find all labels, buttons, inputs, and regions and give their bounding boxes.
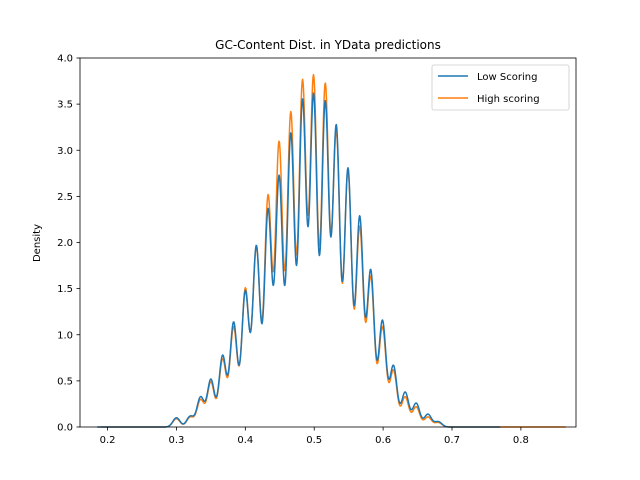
x-tick-label: 0.4: [237, 435, 253, 446]
x-tick-label: 0.6: [375, 435, 391, 446]
y-tick-label: 3.0: [57, 146, 73, 157]
y-tick-label: 4.0: [57, 54, 73, 65]
x-tick-label: 0.3: [168, 435, 184, 446]
chart-title: GC-Content Dist. in YData predictions: [215, 38, 441, 52]
series-line-low-scoring: [96, 92, 501, 428]
x-axis-ticks: 0.2 0.3 0.4 0.5 0.6 0.7 0.8: [100, 427, 529, 446]
y-tick-label: 0.5: [57, 376, 73, 387]
y-tick-label: 2.0: [57, 238, 73, 249]
x-tick-label: 0.2: [100, 435, 116, 446]
y-tick-label: 2.5: [57, 192, 73, 203]
plot-frame: [79, 57, 577, 428]
y-axis-ticks: 0.0 0.5 1.0 1.5 2.0 2.5 3.0 3.5 4.0: [57, 54, 80, 434]
series-line-high-scoring: [100, 73, 566, 428]
x-tick-label: 0.5: [306, 435, 322, 446]
y-tick-label: 1.0: [57, 330, 73, 341]
legend-label-high-scoring: High scoring: [477, 94, 540, 105]
y-tick-label: 0.0: [57, 423, 73, 434]
plot-lines: [96, 73, 566, 428]
legend: Low Scoring High scoring: [431, 64, 570, 111]
y-tick-label: 3.5: [57, 100, 73, 111]
x-tick-label: 0.8: [513, 435, 529, 446]
y-axis-label: Density: [32, 224, 43, 262]
y-tick-label: 1.5: [57, 284, 73, 295]
x-tick-label: 0.7: [444, 435, 460, 446]
legend-label-low-scoring: Low Scoring: [477, 72, 537, 83]
